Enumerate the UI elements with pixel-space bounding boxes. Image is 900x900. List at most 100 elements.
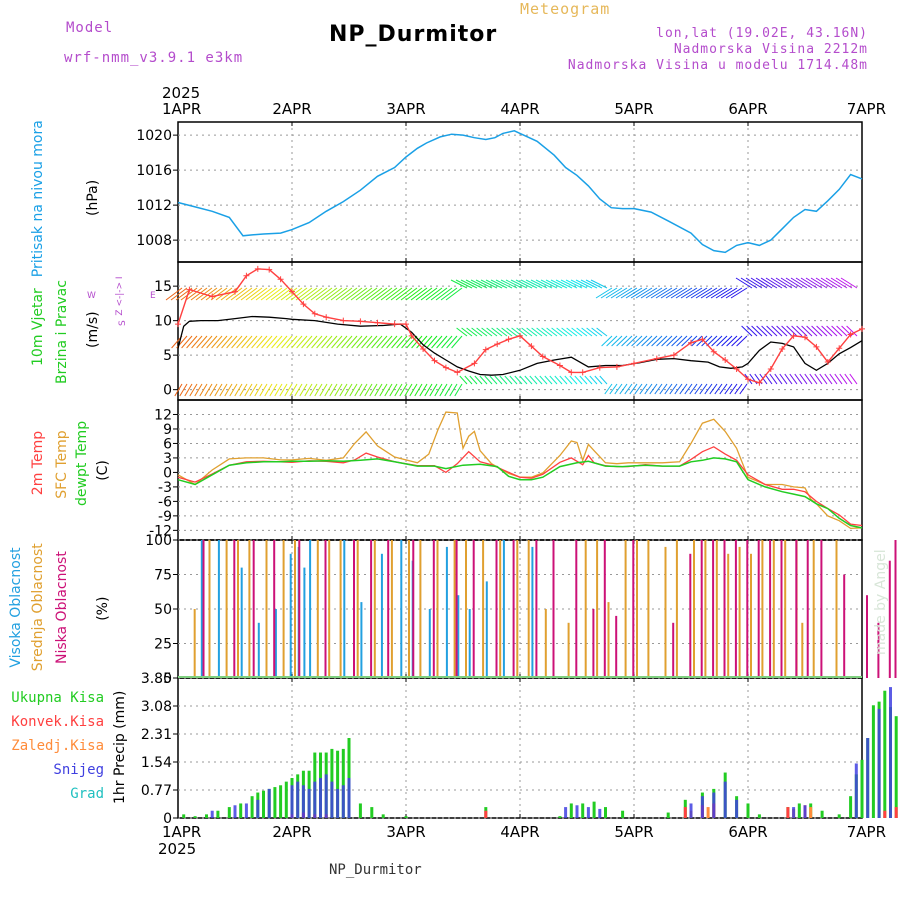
wind-barb xyxy=(729,383,738,395)
wind-barb xyxy=(709,383,718,395)
gust-marker xyxy=(710,348,717,355)
precip-legend-item: Snijeg xyxy=(53,762,104,778)
precip-bar-3 xyxy=(564,807,568,818)
precip-bar-1 xyxy=(894,807,898,818)
y-tick-label: 5 xyxy=(163,348,172,364)
cloud-bar-2 xyxy=(746,540,749,678)
wind-barb xyxy=(179,383,188,397)
wind-barb xyxy=(234,383,243,397)
cloud-bar-2 xyxy=(233,540,236,678)
wind-barb xyxy=(621,335,633,347)
wind-barb xyxy=(646,335,658,347)
cloud-bar-1 xyxy=(812,540,815,678)
wind-barb xyxy=(584,375,593,385)
precip-bar-0 xyxy=(381,814,385,818)
wind-barb xyxy=(520,279,538,289)
wind-barb xyxy=(644,383,653,395)
gust-marker xyxy=(254,265,261,272)
wind-barb xyxy=(666,335,678,347)
wind-barb xyxy=(201,335,213,349)
wind-barb xyxy=(565,279,583,289)
wind-barb xyxy=(785,277,803,289)
meteogram-subtitle: Meteogram xyxy=(520,0,611,18)
top-date-label: 3APR xyxy=(386,100,425,118)
cloud-bar-0 xyxy=(343,540,346,678)
wind-barb xyxy=(560,279,578,289)
wind-barb xyxy=(645,287,663,299)
wind-barb xyxy=(626,335,638,347)
wind-barb xyxy=(706,335,718,347)
panel-ylabel-wind: Brzina i Pravac xyxy=(54,280,70,384)
wind-barb xyxy=(344,383,353,397)
cloud-bar-1 xyxy=(316,540,319,678)
wind-barb xyxy=(480,279,498,289)
wind-barb xyxy=(499,375,508,385)
gust-marker xyxy=(232,288,238,295)
gust-marker xyxy=(357,318,364,325)
wind-barb xyxy=(489,375,498,385)
cloud-bar-2 xyxy=(877,622,880,678)
panel-ylabel-cloud: Niska Oblacnost xyxy=(54,551,70,664)
y-tick-label: -12 xyxy=(149,523,172,539)
wind-barb xyxy=(631,335,643,347)
wind-barb xyxy=(189,383,198,397)
wind-barb xyxy=(396,335,408,349)
wind-barb xyxy=(356,335,368,349)
cloud-bar-1 xyxy=(390,540,393,678)
gust-marker xyxy=(722,356,729,363)
wind-barb xyxy=(811,325,823,337)
cloud-bar-2 xyxy=(535,540,538,678)
top-date-label: 2APR xyxy=(272,100,311,118)
cloud-bar-1 xyxy=(373,540,376,678)
wind-barb xyxy=(404,383,413,397)
wind-barb xyxy=(476,327,488,337)
wind-barb xyxy=(339,383,348,397)
wind-barb xyxy=(329,383,338,397)
wind-barb xyxy=(830,277,848,289)
gust-marker xyxy=(266,266,273,273)
precip-bar-3 xyxy=(301,785,305,818)
sfc-temp-line xyxy=(177,411,863,530)
cloud-bar-2 xyxy=(252,540,255,678)
wind-barb xyxy=(730,287,748,299)
wind-barb xyxy=(509,375,518,385)
wind-barb xyxy=(750,277,768,289)
gust-marker xyxy=(403,321,409,328)
wind-barb xyxy=(804,373,813,385)
wind-barb xyxy=(306,335,318,349)
wind-barb xyxy=(374,383,383,397)
wind-barb xyxy=(315,287,333,301)
wind-barb xyxy=(506,327,518,337)
cloud-bar-1 xyxy=(453,540,456,678)
wind-barb xyxy=(576,327,588,337)
cloud-bar-2 xyxy=(888,560,891,678)
wind-barb xyxy=(281,335,293,349)
wind-barb xyxy=(589,375,598,385)
cloud-bar-0 xyxy=(380,553,383,678)
cloud-bar-2 xyxy=(387,540,390,678)
wind-barb xyxy=(460,279,478,289)
wind-barb xyxy=(689,383,698,395)
wind-barb xyxy=(746,325,758,337)
wind-barb xyxy=(304,383,313,397)
y-tick-label: 2.31 xyxy=(141,727,172,743)
cloud-bar-1 xyxy=(801,622,804,678)
wind-barb xyxy=(451,335,463,349)
bottom-date-label: 2APR xyxy=(272,823,311,841)
wind-barb xyxy=(440,287,458,301)
precip-bar-1 xyxy=(683,807,687,818)
precip-bar-0 xyxy=(581,803,585,818)
wind-barb xyxy=(599,375,608,385)
wind-barb xyxy=(755,277,773,289)
wind-barb xyxy=(695,287,713,299)
y-tick-label: 1012 xyxy=(136,198,172,214)
wind-barb xyxy=(334,383,343,397)
wind-barb xyxy=(639,383,648,395)
wind-barb xyxy=(781,325,793,337)
wind-barb xyxy=(319,383,328,397)
cloud-bar-1 xyxy=(208,540,211,678)
wind-barb xyxy=(444,383,453,397)
wind-barb xyxy=(756,325,768,337)
wind-speed-line xyxy=(177,315,863,376)
